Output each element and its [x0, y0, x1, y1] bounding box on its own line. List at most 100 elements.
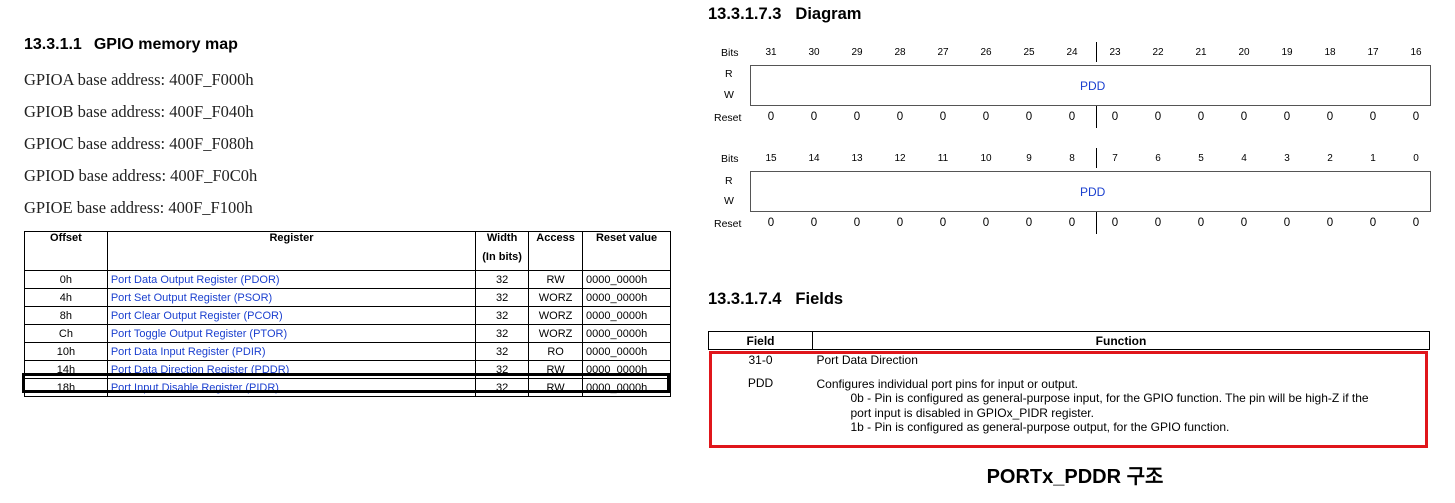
memory-map-heading: 13.3.1.1 GPIO memory map	[24, 36, 238, 54]
function-desc: Configures individual port pins for inpu…	[816, 376, 1079, 391]
cell-reset: 0000_0000h	[582, 306, 671, 325]
reset-value: 0	[1369, 111, 1377, 123]
byte-separator	[1096, 212, 1097, 234]
diagram-section-number: 13.3.1.7.3	[708, 5, 782, 23]
figure-caption: PORTx_PDDR 구조	[986, 466, 1164, 488]
cell-reset: 0000_0000h	[582, 324, 671, 343]
table-row: 10h Port Data Input Register (PDIR) 32 R…	[24, 342, 671, 361]
register-link[interactable]: Port Data Output Register (PDOR)	[106, 270, 477, 289]
bit-number: 23	[1109, 47, 1121, 58]
reset-value: 0	[1111, 217, 1119, 229]
cell-access: RO	[528, 342, 584, 361]
fields-section-number: 13.3.1.7.4	[708, 290, 782, 308]
reset-value: 0	[1197, 111, 1205, 123]
bit-number: 12	[894, 153, 906, 164]
fields-table: Field Function 31-0 PDD Port Data Direct…	[708, 331, 1430, 435]
cell-access: WORZ	[528, 306, 584, 325]
bit-number: 26	[980, 47, 992, 58]
register-box-lower	[750, 171, 1431, 212]
col-header-function: Function	[812, 331, 1430, 350]
col-header-field: Field	[708, 331, 813, 350]
table-row: Ch Port Toggle Output Register (PTOR) 32…	[24, 324, 671, 343]
bit-number: 29	[851, 47, 863, 58]
memory-map-section-number: 13.3.1.1	[24, 36, 82, 53]
reset-value: 0	[810, 217, 818, 229]
bit-number: 13	[851, 153, 863, 164]
cell-access: RW	[528, 270, 584, 289]
function-option-1: 1b - Pin is configured as general-purpos…	[850, 420, 1230, 434]
memory-map-table: Offset Register Width Access Reset value…	[24, 231, 671, 397]
function-option-0: 0b - Pin is configured as general-purpos…	[850, 391, 1369, 405]
col-header-reset-value: Reset value	[582, 231, 671, 271]
read-label-lower: R	[725, 175, 733, 187]
bit-number: 22	[1152, 47, 1164, 58]
cell-offset: Ch	[24, 324, 108, 343]
cell-width: 32	[475, 270, 530, 289]
reset-value: 0	[1369, 217, 1377, 229]
reset-value: 0	[1412, 111, 1420, 123]
reset-value: 0	[896, 217, 904, 229]
cell-width: 32	[475, 324, 530, 343]
bit-number: 16	[1410, 47, 1422, 58]
register-link[interactable]: Port Clear Output Register (PCOR)	[106, 306, 477, 325]
bit-number: 27	[937, 47, 949, 58]
register-link[interactable]: Port Toggle Output Register (PTOR)	[106, 324, 477, 343]
bit-number: 3	[1284, 153, 1290, 164]
byte-separator	[1096, 148, 1097, 168]
reset-value: 0	[1283, 217, 1291, 229]
cell-access: WORZ	[528, 324, 584, 343]
register-box-upper	[750, 65, 1431, 106]
pdd-field-lower: PDD	[1080, 185, 1106, 199]
register-link[interactable]: Port Data Input Register (PDIR)	[106, 342, 477, 361]
reset-value: 0	[1240, 217, 1248, 229]
field-bits: 31-0	[748, 353, 773, 367]
cell-offset: 8h	[24, 306, 108, 325]
base-address-gpioa: GPIOA base address: 400F_F000h	[24, 70, 254, 89]
reset-value: 0	[810, 111, 818, 123]
base-address-gpiod: GPIOD base address: 400F_F0C0h	[24, 166, 258, 185]
cell-width: 32	[475, 306, 530, 325]
col-header-width: Width	[475, 231, 530, 251]
reset-value: 0	[1154, 111, 1162, 123]
bit-number: 0	[1413, 153, 1419, 164]
field-name: PDD	[747, 376, 774, 390]
register-link[interactable]: Port Set Output Register (PSOR)	[106, 288, 477, 307]
bit-number: 25	[1023, 47, 1035, 58]
bit-number: 14	[808, 153, 820, 164]
cell-reset: 0000_0000h	[582, 288, 671, 307]
reset-value: 0	[767, 111, 775, 123]
pdd-field-highlight-box	[709, 351, 1428, 448]
reset-value: 0	[1326, 217, 1334, 229]
col-header-register: Register	[106, 231, 477, 271]
bit-number: 21	[1195, 47, 1207, 58]
reset-value: 0	[853, 217, 861, 229]
bit-number: 9	[1026, 153, 1032, 164]
bits-label-lower: Bits	[721, 153, 739, 165]
reset-value: 0	[982, 217, 990, 229]
reset-value: 0	[1326, 111, 1334, 123]
bit-number: 19	[1281, 47, 1293, 58]
cell-width: 32	[475, 288, 530, 307]
col-header-offset: Offset	[24, 231, 108, 271]
memory-map-section-title: GPIO memory map	[93, 36, 238, 53]
reset-value: 0	[896, 111, 904, 123]
cell-offset: 0h	[24, 270, 108, 289]
write-label-upper: W	[724, 89, 734, 101]
reset-value: 0	[1197, 217, 1205, 229]
write-label-lower: W	[724, 195, 734, 207]
reset-value: 0	[939, 111, 947, 123]
reset-value: 0	[1154, 217, 1162, 229]
bit-number: 31	[765, 47, 777, 58]
cell-width: 32	[475, 342, 530, 361]
bit-number: 1	[1370, 153, 1376, 164]
cell-offset: 10h	[24, 342, 108, 361]
byte-separator	[1096, 106, 1097, 128]
bit-number: 11	[937, 153, 949, 164]
bit-number: 10	[980, 153, 992, 164]
reset-value: 0	[1068, 217, 1076, 229]
reset-value: 0	[1025, 111, 1033, 123]
pdd-field-upper: PDD	[1080, 79, 1106, 93]
bit-number: 30	[808, 47, 820, 58]
fields-section-title: Fields	[795, 290, 844, 308]
bit-number: 6	[1155, 153, 1161, 164]
